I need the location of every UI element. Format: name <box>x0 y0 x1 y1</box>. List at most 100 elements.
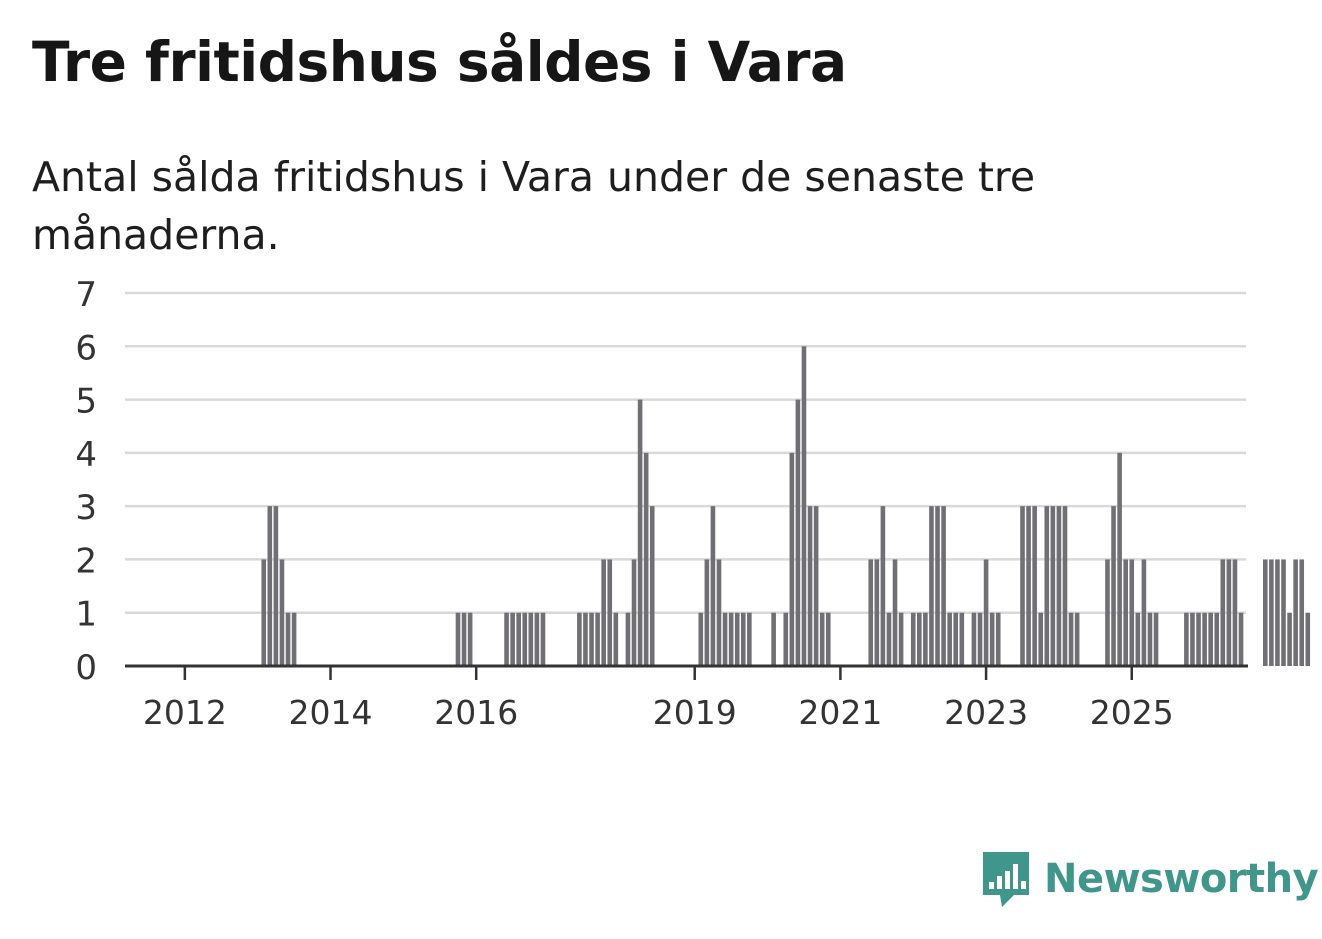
y-tick-label: 7 <box>75 275 97 315</box>
bar <box>455 612 461 666</box>
y-tick-label: 5 <box>75 382 97 422</box>
bar <box>1044 506 1050 666</box>
bar <box>607 559 613 666</box>
x-tick-label: 2025 <box>1090 693 1174 732</box>
bar <box>947 612 952 666</box>
bar <box>825 612 831 666</box>
y-tick-label: 2 <box>75 541 97 581</box>
bar <box>1105 559 1110 666</box>
x-axis-labels: 2012 2014 2016 2019 2021 2023 2025 <box>143 693 1174 732</box>
y-tick-label: 3 <box>75 488 97 528</box>
x-tick-label: 2014 <box>289 693 373 732</box>
brand-name: Newsworthy <box>1044 856 1319 902</box>
bar <box>892 559 898 666</box>
x-tick-label: 2021 <box>798 693 882 732</box>
bar <box>1147 612 1153 666</box>
bar <box>1068 612 1074 666</box>
bar <box>977 612 983 666</box>
bar <box>898 612 904 666</box>
bar <box>795 399 801 666</box>
bar <box>1299 559 1305 666</box>
bar <box>516 612 521 666</box>
bar <box>1123 559 1128 666</box>
x-tick-label: 2019 <box>653 693 737 732</box>
bar <box>910 612 916 666</box>
bar-chart-speech-bubble-icon <box>983 852 1029 907</box>
bar <box>1190 612 1195 666</box>
bar <box>577 612 582 666</box>
bar <box>261 559 267 666</box>
bar <box>734 612 740 666</box>
bar <box>710 506 716 666</box>
bar <box>595 612 600 666</box>
bar <box>1062 506 1068 666</box>
bar <box>801 346 807 666</box>
chart-subtitle: Antal sålda fritidshus i Vara under de s… <box>32 153 1036 259</box>
bar <box>989 612 995 666</box>
bar <box>1202 612 1207 666</box>
bar <box>1293 559 1298 666</box>
bar <box>1038 612 1044 666</box>
bar <box>1050 506 1056 666</box>
bar <box>643 452 649 666</box>
bar <box>1184 612 1189 666</box>
bar <box>874 559 880 666</box>
bar <box>1032 506 1037 666</box>
bar <box>983 559 989 666</box>
bar <box>789 452 795 666</box>
bar <box>923 612 928 666</box>
y-tick-label: 0 <box>75 648 97 688</box>
bar <box>819 612 825 666</box>
bar <box>279 559 285 666</box>
bar <box>1275 559 1280 666</box>
bar <box>740 612 746 666</box>
bar <box>637 399 643 666</box>
x-axis <box>125 664 1248 680</box>
bar <box>704 559 710 666</box>
x-tick-label: 2012 <box>143 693 227 732</box>
bar <box>1020 506 1025 666</box>
bar <box>1287 612 1292 666</box>
bar <box>1238 612 1244 666</box>
bar <box>935 506 940 666</box>
x-tick-label: 2016 <box>434 693 518 732</box>
y-tick-label: 6 <box>75 328 97 368</box>
bar <box>771 612 776 666</box>
grid-lines <box>125 291 1246 614</box>
bar <box>583 612 588 666</box>
bar <box>886 612 892 666</box>
bar <box>1074 612 1080 666</box>
bar <box>807 506 813 666</box>
bar <box>504 612 509 666</box>
bar <box>941 506 946 666</box>
bar <box>917 612 922 666</box>
bar <box>1129 559 1135 666</box>
brand-logo: Newsworthy <box>980 848 1319 910</box>
bar <box>1141 559 1147 666</box>
bar <box>1117 452 1122 666</box>
bar <box>540 612 546 666</box>
bar <box>747 612 752 666</box>
bar <box>613 612 619 666</box>
bar <box>1196 612 1201 666</box>
bar <box>1135 612 1141 666</box>
bar <box>291 612 297 666</box>
bar <box>534 612 540 666</box>
bar <box>953 612 959 666</box>
bar <box>1026 506 1031 666</box>
bar <box>1226 559 1232 666</box>
bar <box>528 612 534 666</box>
bars <box>261 346 1311 666</box>
bar <box>995 612 1001 666</box>
bar <box>728 612 734 666</box>
bar <box>1305 612 1311 666</box>
bar <box>285 612 291 666</box>
bar <box>631 559 637 666</box>
chart-title: Tre fritidshus såldes i Vara <box>32 30 847 94</box>
bar <box>1111 506 1116 666</box>
bar <box>273 506 279 666</box>
bar <box>1056 506 1062 666</box>
bar <box>467 612 473 666</box>
bar <box>1220 559 1226 666</box>
y-tick-label: 1 <box>75 595 97 635</box>
